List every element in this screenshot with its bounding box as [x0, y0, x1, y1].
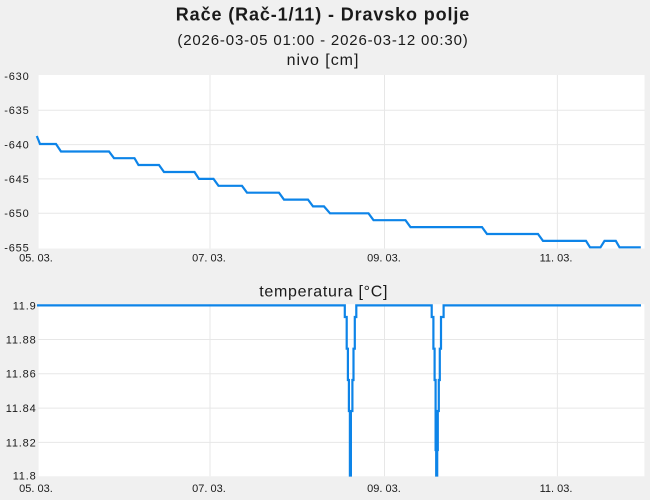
svg-text:Rače (Rač-1/11) - Dravsko polj: Rače (Rač-1/11) - Dravsko polje — [176, 5, 470, 25]
svg-text:-645: -645 — [4, 174, 29, 186]
svg-text:-630: -630 — [4, 71, 29, 83]
svg-text:11.88: 11.88 — [6, 334, 37, 346]
svg-text:11. 03.: 11. 03. — [540, 253, 573, 265]
svg-text:09. 03.: 09. 03. — [367, 253, 401, 265]
svg-text:-650: -650 — [4, 208, 29, 220]
svg-text:-655: -655 — [4, 242, 29, 254]
svg-text:-635: -635 — [4, 105, 29, 117]
svg-text:05. 03.: 05. 03. — [19, 483, 53, 495]
svg-text:11.8: 11.8 — [13, 471, 37, 483]
svg-text:05. 03.: 05. 03. — [19, 253, 53, 265]
svg-text:nivo [cm]: nivo [cm] — [287, 52, 360, 69]
svg-text:11.9: 11.9 — [13, 300, 37, 312]
svg-text:11. 03.: 11. 03. — [540, 483, 573, 495]
svg-text:11.82: 11.82 — [6, 437, 37, 449]
svg-text:07. 03.: 07. 03. — [192, 483, 226, 495]
svg-text:(2026-03-05 01:00 - 2026-03-12: (2026-03-05 01:00 - 2026-03-12 00:30) — [177, 32, 468, 49]
svg-text:temperatura [°C]: temperatura [°C] — [259, 284, 388, 301]
svg-text:11.86: 11.86 — [6, 369, 37, 381]
svg-text:09. 03.: 09. 03. — [367, 483, 401, 495]
svg-text:11.84: 11.84 — [6, 403, 37, 415]
svg-text:-640: -640 — [4, 140, 29, 152]
svg-text:07. 03.: 07. 03. — [192, 253, 226, 265]
